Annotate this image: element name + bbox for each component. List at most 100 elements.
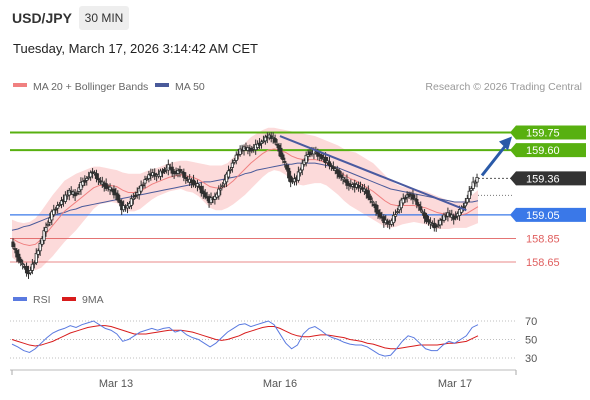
candles [11,132,479,279]
candle-body [341,177,345,180]
candle-body [403,197,407,200]
candle [24,262,29,277]
candle-body [300,162,304,171]
candle-body [92,172,97,174]
candle [112,185,116,199]
candle [465,194,469,205]
candle [378,209,382,220]
candle-body [11,241,15,248]
candle [337,168,341,180]
candle-body [42,230,46,241]
candle [259,139,264,149]
candle [475,173,479,188]
candle-body [50,211,54,221]
candle [345,174,349,190]
candle-body [40,238,44,245]
candle [403,195,407,203]
candle [401,193,405,206]
forecast-arrow-shaft [480,141,510,177]
candle [79,177,83,195]
candle [360,184,365,192]
candle [104,178,108,191]
candle-body [116,193,120,201]
candle-body [232,160,236,163]
candle [34,248,38,266]
candle-body [230,162,234,168]
candle-body [46,223,50,226]
candle-body [329,165,334,168]
candle-body [129,198,134,206]
candle [382,214,386,228]
x-tick-label: Mar 13 [99,378,133,390]
candle-body [275,143,279,146]
candle-body [306,154,310,157]
candle-body [339,174,343,178]
candle-body [256,143,260,148]
candle [226,165,231,180]
candle-body [285,164,289,170]
candle [133,191,137,200]
candle [87,171,91,180]
candle-body [191,179,196,186]
candle-body [382,216,386,224]
candle-body [370,200,374,203]
candle [160,168,165,178]
candle [341,172,345,185]
candle-body [234,154,238,161]
candle [411,189,415,205]
candle [300,159,304,176]
candle-body [395,211,400,214]
candle [399,197,403,213]
rsi-tick-label: 70 [525,316,537,328]
candle-body [283,161,287,163]
candle-body [366,190,370,199]
candle [65,189,69,200]
candle [75,190,79,196]
candle-body [143,179,147,184]
candle-body [250,147,254,152]
rsi-line [11,320,479,357]
candle-body [54,208,58,211]
candle [287,164,291,182]
candle [442,212,446,223]
candle [238,145,242,157]
candle [145,176,149,181]
rsi-legend-swatch [13,297,27,301]
timeframe-button[interactable]: 30 MIN [79,6,129,30]
rsi-ma9-line [11,325,479,350]
chart-datetime: Tuesday, March 17, 2026 3:14:42 AM CET [13,41,258,56]
candle-body [17,253,21,262]
candle [471,176,475,191]
candle [38,239,42,256]
candle [428,217,433,230]
candle-body [145,178,149,180]
candle-body [281,154,285,160]
candle-body [201,190,205,195]
ma20-legend-label: MA 20 + Bollinger Bands [33,81,148,93]
candle [42,226,46,245]
candle-body [87,176,91,179]
candle-body [386,220,390,225]
candle [467,186,471,203]
candle-body [331,166,335,169]
candle-body [436,224,440,227]
candle-body [471,181,475,189]
candle-body [32,262,36,265]
candle-body [304,154,308,164]
candle [366,185,370,201]
candle [232,158,236,165]
candle [386,218,390,228]
candle-body [15,250,19,258]
candle-body [376,209,380,215]
candle-body [345,179,349,186]
candle-body [298,169,302,174]
candle [170,161,174,177]
candle [261,135,266,144]
candle-body [413,198,417,200]
resistance-label: 159.60 [526,145,560,157]
candle [184,172,188,184]
candle-body [368,195,372,200]
candle [306,149,310,162]
candle [46,220,50,228]
candle-body [13,248,17,250]
